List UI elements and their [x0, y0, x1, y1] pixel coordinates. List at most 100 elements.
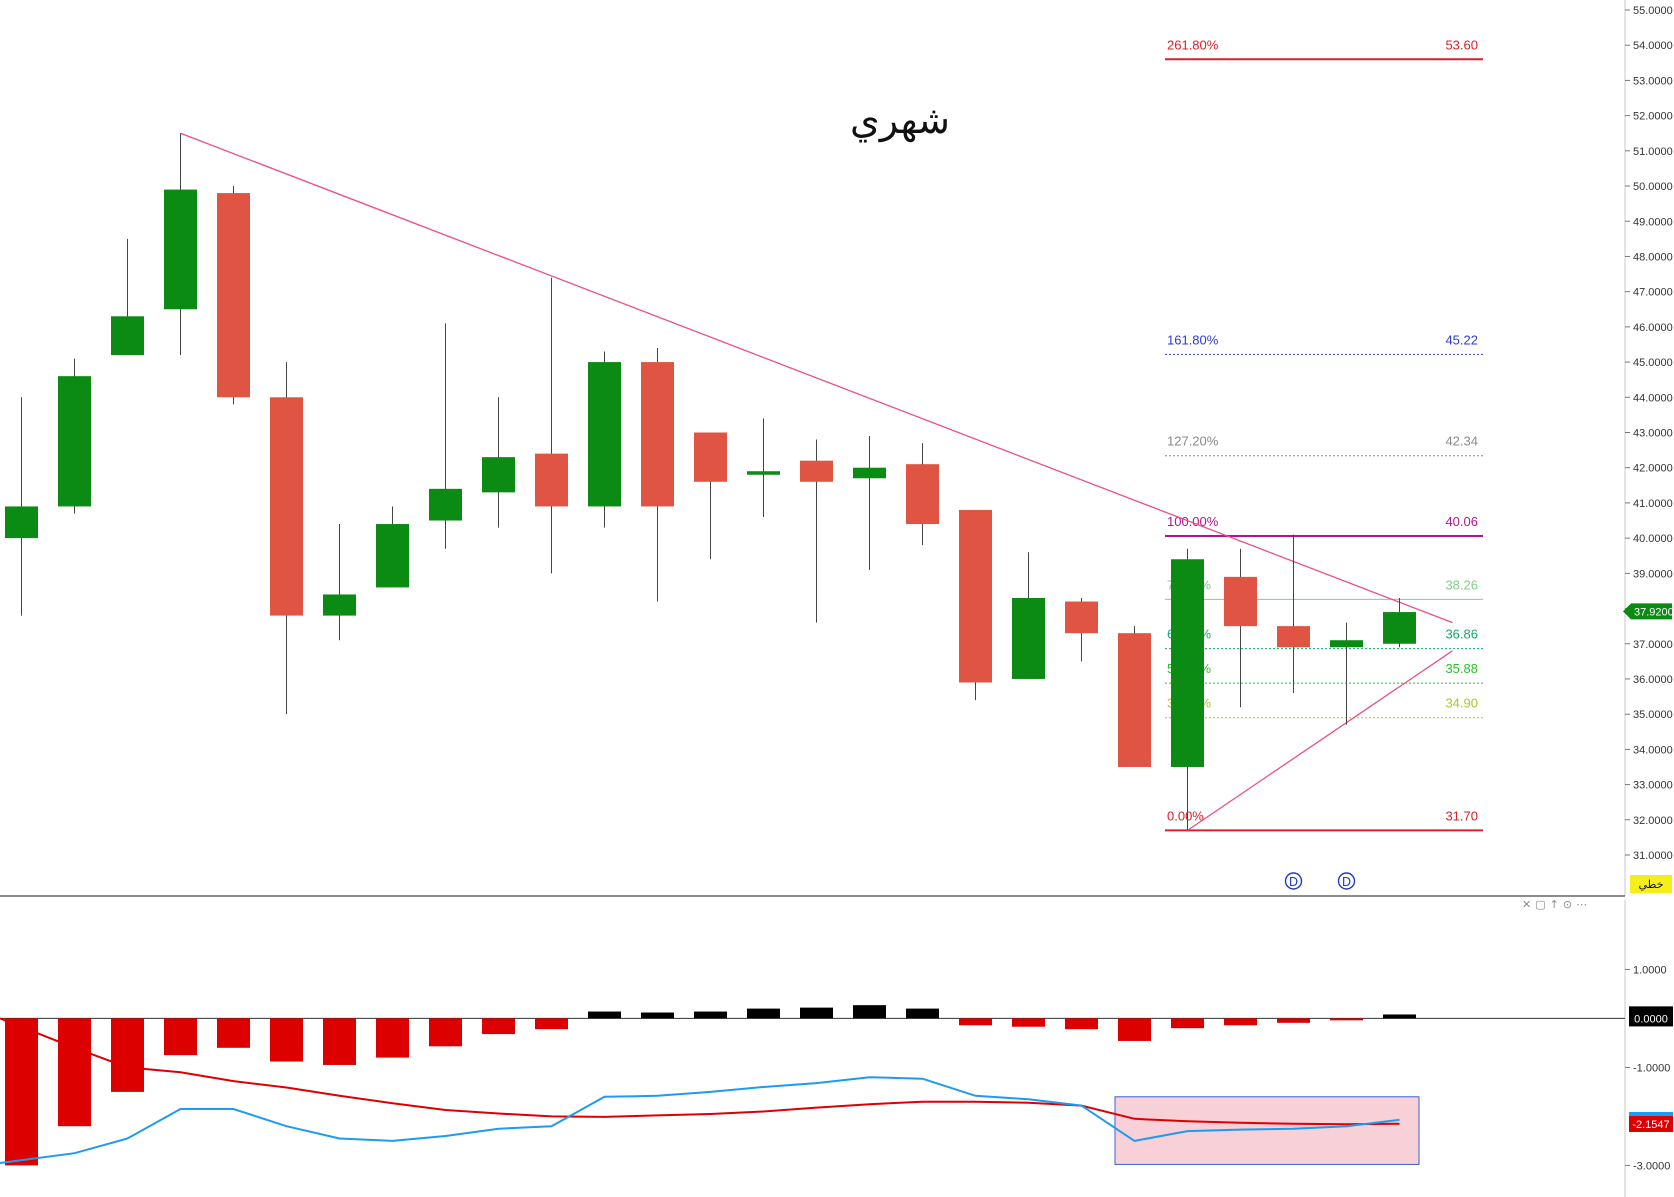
fib-level[interactable]: 38.20%34.90 — [1165, 696, 1483, 719]
fib-level[interactable]: 0.00% 31.70 — [1165, 808, 1483, 832]
close-icon[interactable]: ✕ — [1522, 898, 1536, 911]
candle-body — [5, 506, 38, 539]
candle-body — [959, 509, 992, 683]
candle — [1118, 626, 1151, 767]
candle — [959, 509, 992, 701]
fib-price-label: 35.88 — [1445, 661, 1478, 676]
price-tick-label: 49.0000 — [1633, 216, 1673, 228]
candle — [111, 238, 144, 356]
dividend-marker[interactable]: D — [1284, 872, 1303, 890]
settings-icon[interactable]: ⊙ — [1562, 898, 1577, 911]
macd-histogram-bar — [747, 1008, 780, 1019]
price-tick-label: 47.0000 — [1633, 287, 1673, 299]
last-price-label: 37.9200 — [1634, 606, 1674, 618]
dividend-label: D — [1342, 875, 1351, 889]
maximize-icon[interactable]: ▢ — [1535, 898, 1550, 911]
price-tick-label: 35.0000 — [1633, 709, 1673, 721]
dividend-label: D — [1289, 875, 1298, 889]
macd-histogram-bar — [694, 1011, 727, 1019]
fib-price-label: 31.70 — [1445, 808, 1478, 823]
candle-body — [1171, 559, 1204, 767]
macd-pane: 1.0000-1.0000-3.00000.08220.0000-2.0725-… — [0, 900, 1673, 1197]
macd-tick-label: -3.0000 — [1633, 1160, 1670, 1172]
fib-level[interactable]: 261.80% 53.60 — [1165, 37, 1483, 61]
candle — [535, 277, 568, 574]
trendlines[interactable] — [180, 132, 1453, 831]
macd-histogram-bar — [482, 1018, 515, 1035]
candle-body — [800, 460, 833, 482]
candle-body — [535, 453, 568, 507]
macd-histogram-bar — [1277, 1018, 1310, 1023]
macd-histogram-bar — [959, 1018, 992, 1026]
candle — [376, 506, 409, 588]
price-tick-label: 34.0000 — [1633, 744, 1673, 756]
candle-body — [164, 189, 197, 310]
more-icon[interactable]: ⋯ — [1576, 898, 1592, 911]
candle — [1224, 548, 1257, 708]
macd-tick-label: 1.0000 — [1633, 964, 1667, 976]
fib-level[interactable]: 100.00% 40.06 — [1165, 514, 1483, 538]
candle — [217, 186, 250, 405]
price-tick-label: 54.0000 — [1633, 40, 1673, 52]
fib-level[interactable]: 127.20% 42.34 — [1165, 434, 1483, 457]
candle-body — [429, 488, 462, 521]
candle-body — [270, 397, 303, 616]
signal-value-tag: -2.1547 — [1629, 1115, 1673, 1132]
candle-body — [694, 432, 727, 482]
pane-controls[interactable]: ✕▢↑⊙⋯ — [1522, 898, 1591, 911]
price-tick-label: 53.0000 — [1633, 75, 1673, 87]
candle — [747, 418, 780, 517]
trendline[interactable] — [180, 132, 1453, 624]
fib-level[interactable]: 161.80% 45.22 — [1165, 332, 1483, 355]
macd-histogram-bar — [270, 1018, 303, 1062]
macd-histogram-bar — [800, 1007, 833, 1019]
macd-histogram-bar — [1383, 1014, 1416, 1019]
candle-body — [1383, 612, 1416, 644]
candle — [853, 436, 886, 570]
fib-price-label: 45.22 — [1445, 332, 1478, 347]
dividend-marker[interactable]: D — [1337, 872, 1356, 890]
arrow-up-icon[interactable]: ↑ — [1549, 898, 1563, 911]
price-tick-label: 31.0000 — [1633, 850, 1673, 862]
candlesticks — [5, 133, 1416, 831]
highlight-box[interactable] — [1114, 1096, 1420, 1165]
price-tick-label: 48.0000 — [1633, 251, 1673, 263]
price-tick-label: 42.0000 — [1633, 463, 1673, 475]
fib-price-label: 42.34 — [1445, 434, 1478, 449]
macd-histogram-bar — [58, 1018, 91, 1127]
macd-histogram-bar — [906, 1008, 939, 1019]
zero-value-tag-label: 0.0000 — [1634, 1013, 1668, 1025]
price-axis: 31.0000 32.0000 33.0000 34.0000 35.0000 36.00… — [1623, 0, 1674, 896]
macd-histogram-bar — [429, 1018, 462, 1047]
price-tick-label: 51.0000 — [1633, 146, 1673, 158]
fibonacci-levels[interactable]: 261.80% 53.60 161.80% 45.22 127.20% 42.34 100.… — [1165, 37, 1483, 832]
candle — [588, 351, 621, 528]
trendline[interactable] — [1187, 650, 1453, 831]
candle-body — [1277, 626, 1310, 648]
fib-level[interactable]: 61.80%36.86 — [1165, 627, 1483, 650]
candle — [800, 439, 833, 623]
macd-histogram-bar — [323, 1018, 356, 1065]
candle — [270, 362, 303, 715]
price-tick-label: 43.0000 — [1633, 428, 1673, 440]
price-tick-label: 44.0000 — [1633, 392, 1673, 404]
candle — [1383, 597, 1416, 648]
macd-histogram-bar — [1330, 1018, 1363, 1021]
macd-line — [0, 1076, 1400, 1164]
fib-price-label: 38.26 — [1445, 577, 1478, 592]
candle-body — [1065, 601, 1098, 634]
chart-title: شهري — [850, 98, 950, 143]
candle — [641, 348, 674, 602]
macd-histogram-bar — [111, 1018, 144, 1092]
chart-type-badge[interactable]: خطي — [1630, 875, 1672, 893]
candle — [1171, 548, 1204, 831]
candle-body — [111, 316, 144, 356]
candle — [1065, 597, 1098, 662]
fib-level[interactable]: 78.60%38.26 — [1165, 577, 1483, 600]
fib-price-label: 53.60 — [1445, 37, 1478, 52]
macd-histogram-bar — [588, 1011, 621, 1019]
price-tick-label: 41.0000 — [1633, 498, 1673, 510]
candle-body — [641, 362, 674, 507]
fib-level[interactable]: 50.00%35.88 — [1165, 661, 1483, 684]
